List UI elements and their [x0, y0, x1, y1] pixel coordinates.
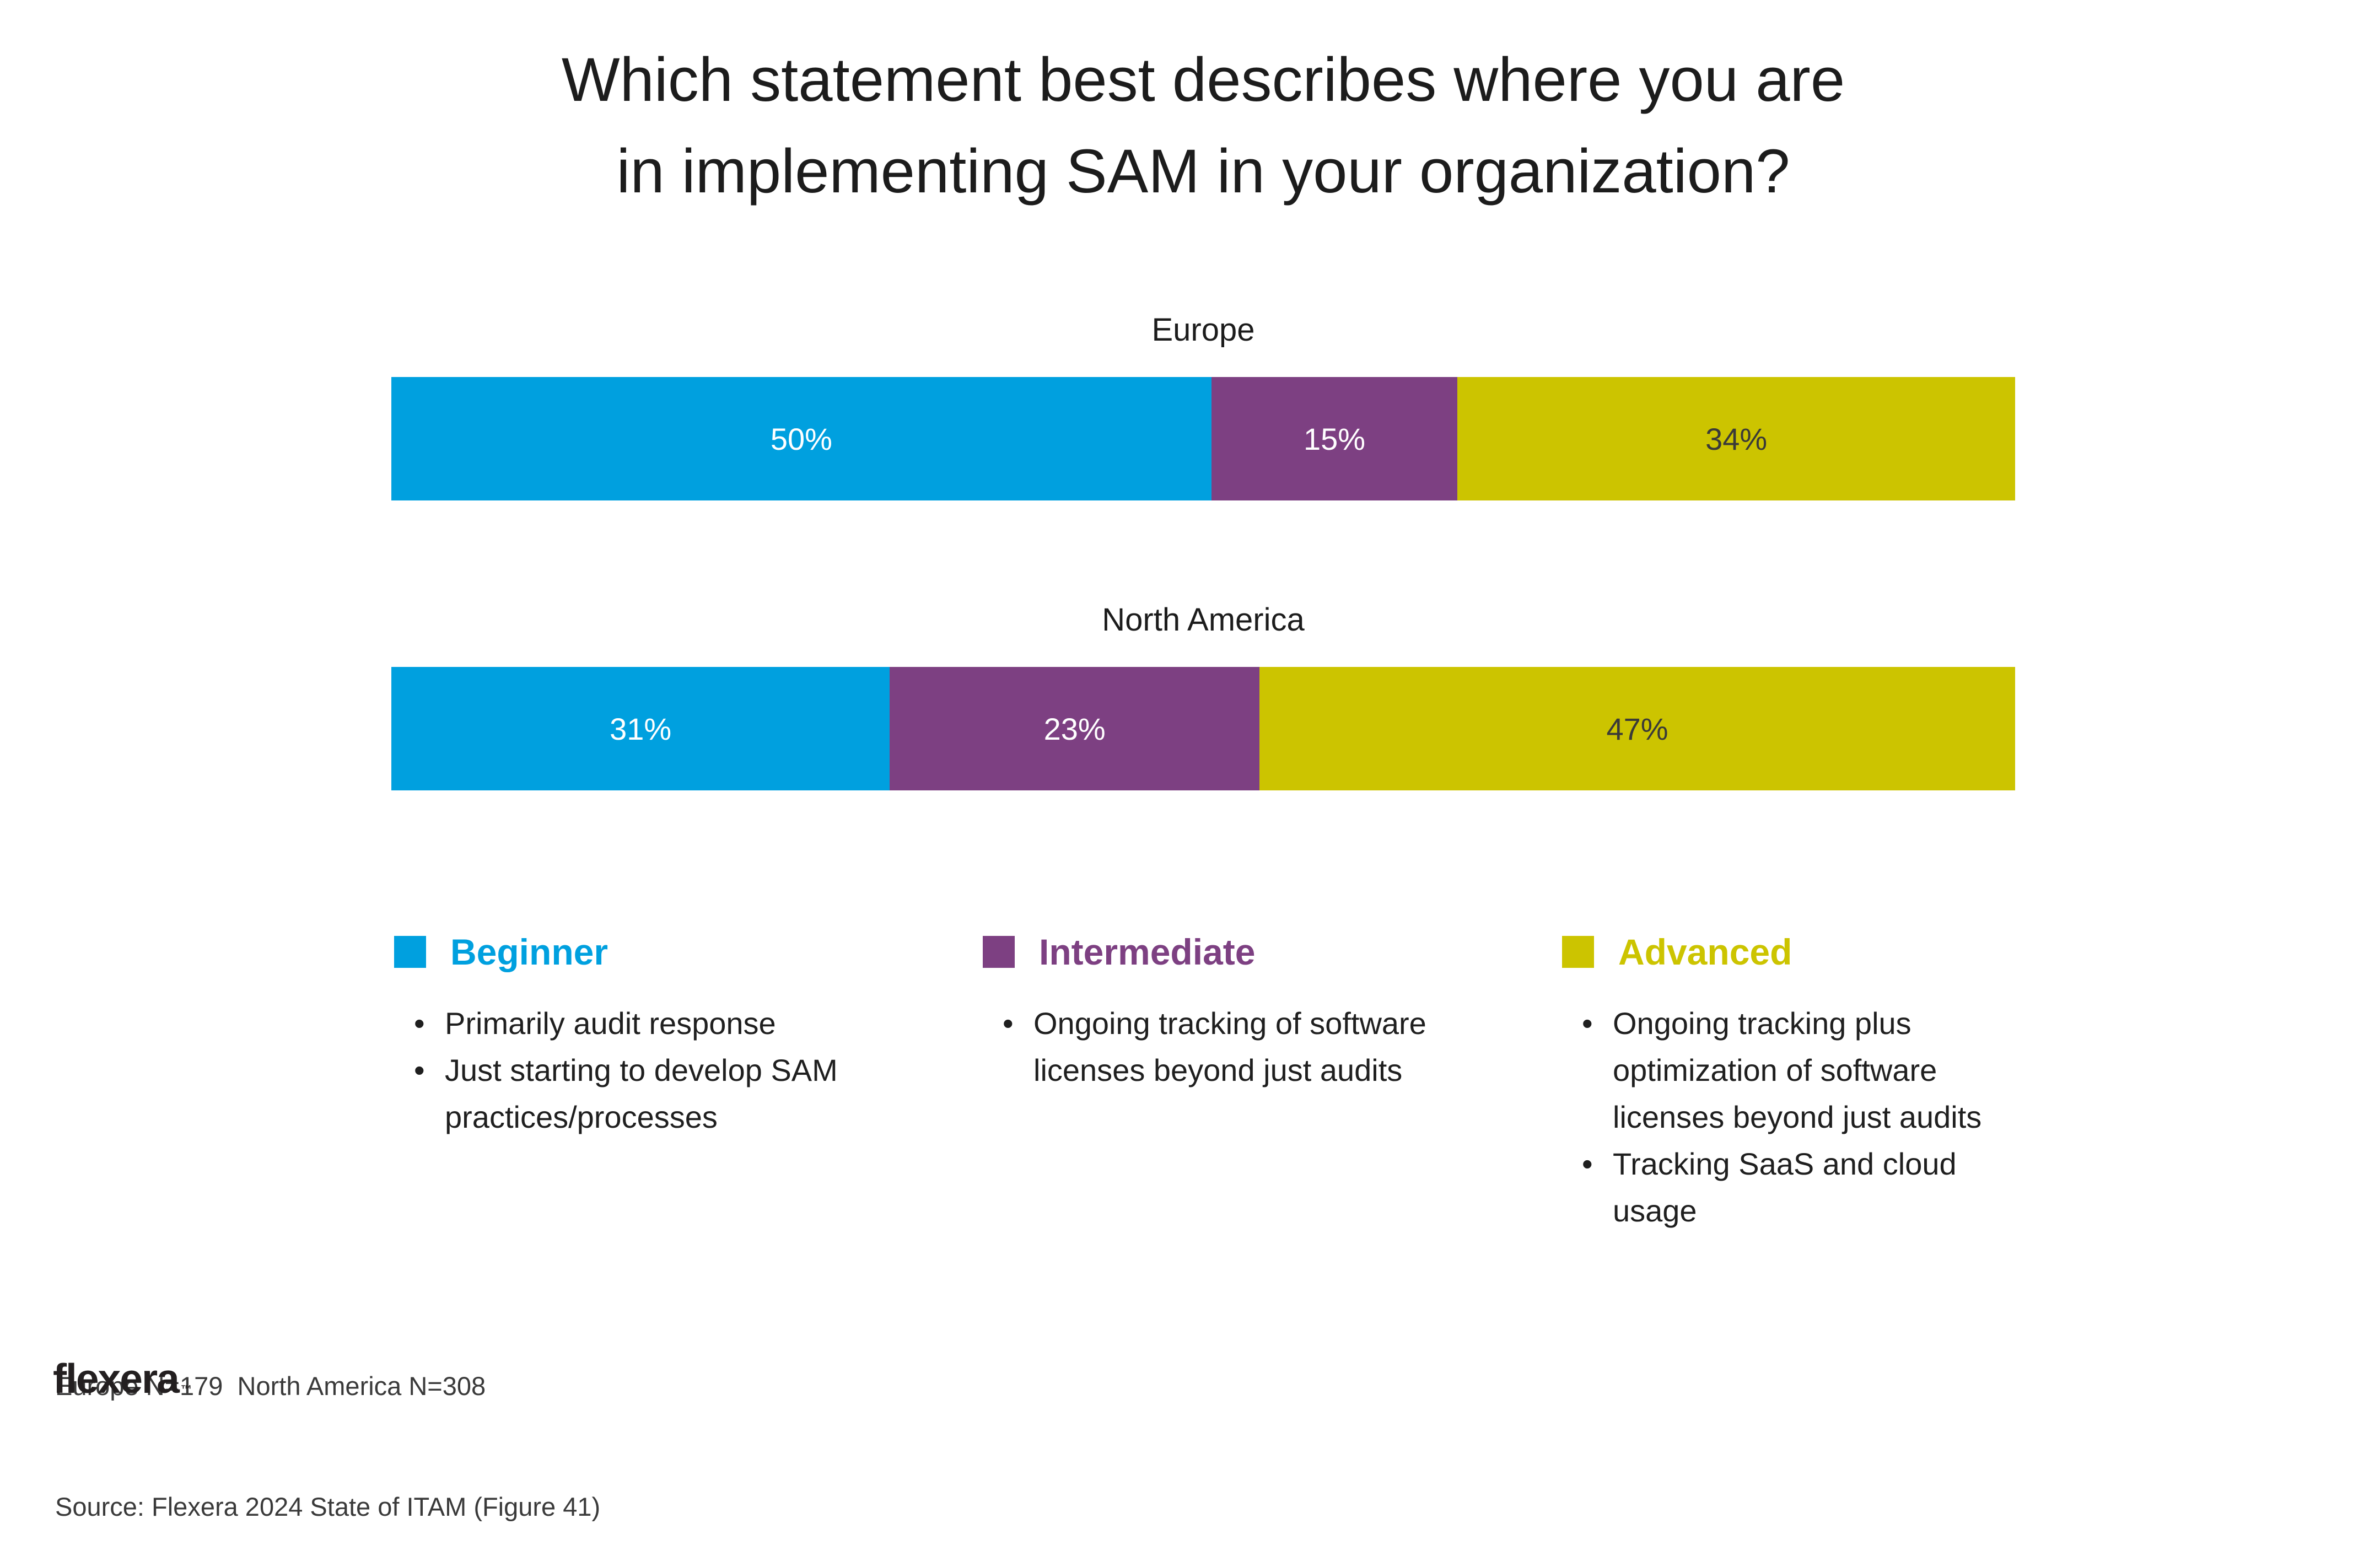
sample-size-note: Europe N=179 North America N=308 [55, 1371, 486, 1401]
flexera-logo-text: flexera [53, 1355, 180, 1402]
legend-bullet: Tracking SaaS and cloud usage [1562, 1140, 2048, 1234]
bar-segment-intermediate: 15% [1211, 377, 1458, 500]
legend-bullet: Ongoing tracking of software licenses be… [983, 1000, 1469, 1094]
legend-header: Intermediate [983, 933, 1469, 971]
legend-bullets: Ongoing tracking of software licenses be… [983, 1000, 1469, 1094]
legend-bullets: Ongoing tracking plus optimization of so… [1562, 1000, 2048, 1234]
bar-segment-advanced: 34% [1457, 377, 2015, 500]
bar-category-label: North America [1102, 602, 1305, 638]
region-block-europe: Europe 50% 15% 34% [391, 313, 2015, 500]
bar-segment-intermediate: 23% [890, 667, 1260, 790]
footer-notes: Europe N=179 North America N=308 Source:… [55, 1285, 600, 1567]
legend-swatch [983, 936, 1015, 968]
legend-title: Advanced [1618, 931, 1792, 972]
stacked-bar: 31% 23% 47% [391, 667, 2015, 790]
bar-category-label: Europe [1151, 312, 1255, 348]
legend-column-beginner: Beginner Primarily audit responseJust st… [394, 933, 880, 1140]
legend-column-advanced: Advanced Ongoing tracking plus optimizat… [1562, 933, 2048, 1234]
legend-bullet: Just starting to develop SAM practices/p… [394, 1047, 880, 1140]
legend-bullet: Primarily audit response [394, 1000, 880, 1047]
bar-segment-advanced: 47% [1259, 667, 2015, 790]
legend-column-intermediate: Intermediate Ongoing tracking of softwar… [983, 933, 1469, 1094]
source-note: Source: Flexera 2024 State of ITAM (Figu… [55, 1492, 601, 1521]
trademark-symbol: ™ [180, 1383, 192, 1396]
region-block-north-america: North America 31% 23% 47% [391, 603, 2015, 790]
legend-swatch [1562, 936, 1594, 968]
stacked-bar: 50% 15% 34% [391, 377, 2015, 500]
flexera-logo: flexera ™ [53, 1355, 192, 1411]
legend-title: Beginner [450, 931, 609, 972]
chart-title: Which statement best describes where you… [391, 34, 2015, 217]
legend-header: Advanced [1562, 933, 2048, 971]
bar-segment-beginner: 31% [391, 667, 890, 790]
chart-title-line-1: Which statement best describes where you… [561, 45, 1845, 114]
legend-bullet: Ongoing tracking plus optimization of so… [1562, 1000, 2048, 1140]
legend-title: Intermediate [1039, 931, 1256, 972]
legend-header: Beginner [394, 933, 880, 971]
bar-segment-beginner: 50% [391, 377, 1211, 500]
chart-title-line-2: in implementing SAM in your organization… [616, 137, 1790, 206]
legend-bullets: Primarily audit responseJust starting to… [394, 1000, 880, 1140]
legend-swatch [394, 936, 426, 968]
